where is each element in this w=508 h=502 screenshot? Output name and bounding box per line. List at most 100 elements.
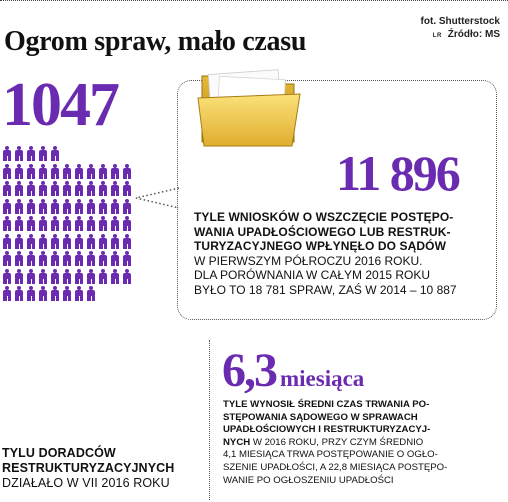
person-icon xyxy=(86,216,96,231)
person-icon xyxy=(86,233,96,249)
person-icon xyxy=(74,216,84,231)
applications-text-line-6: BYŁO TO 18 781 SPRAW, ZAŚ W 2014 – 10 88… xyxy=(194,282,457,297)
person-icon xyxy=(98,268,108,284)
person-icon xyxy=(50,251,60,266)
person-icon xyxy=(50,198,60,214)
person-icon xyxy=(14,216,24,231)
person-icon xyxy=(26,181,36,196)
person-icon xyxy=(26,286,36,301)
duration-text-line-1: TYLE WYNOSIŁ ŚREDNI CZAS TRWANIA PO- xyxy=(223,399,430,410)
person-icon xyxy=(122,163,132,179)
person-icon xyxy=(122,198,132,214)
person-icon xyxy=(110,163,120,179)
person-icon xyxy=(86,268,96,284)
person-icon xyxy=(110,181,120,196)
person-icon xyxy=(38,251,48,266)
duration-headline: 6,3 miesiąca xyxy=(222,346,364,396)
duration-unit: miesiąca xyxy=(280,366,365,391)
person-icon xyxy=(50,286,60,301)
person-icon xyxy=(74,286,84,301)
person-icon xyxy=(38,216,48,231)
duration-text-line-7: WANIE PO OGŁOSZENIU UPADŁOŚCI xyxy=(223,474,394,486)
person-icon xyxy=(14,286,24,301)
source-line: LR Źródło: MS xyxy=(421,28,500,43)
person-icon xyxy=(62,268,72,284)
page-title: Ogrom spraw, mało czasu xyxy=(4,26,307,57)
source-text: Źródło: MS xyxy=(447,29,500,40)
advisors-caption-line-1: TYLU DORADCÓW xyxy=(2,446,116,460)
person-icon xyxy=(26,251,36,266)
person-icon xyxy=(74,268,84,284)
vertical-dotted-divider xyxy=(209,340,210,500)
applications-bubble xyxy=(177,80,497,320)
duration-number: 6,3 xyxy=(222,344,278,397)
person-icon xyxy=(62,216,72,231)
person-icon xyxy=(110,216,120,231)
applications-number: 11 896 xyxy=(336,145,461,201)
person-icon xyxy=(62,181,72,196)
person-icon xyxy=(122,181,132,196)
top-dotted-rule xyxy=(0,0,508,7)
applications-text-line-4: W PIERWSZYM PÓŁROCZU 2016 ROKU. xyxy=(194,253,423,268)
person-icon xyxy=(86,286,96,301)
person-icon xyxy=(2,163,12,179)
person-icon xyxy=(62,198,72,214)
person-icon xyxy=(98,163,108,179)
person-icon xyxy=(74,251,84,266)
person-icon xyxy=(110,251,120,266)
advisors-caption: TYLU DORADCÓW RESTRUKTURYZACYJNYCH DZIAŁ… xyxy=(2,446,174,491)
person-icon xyxy=(26,216,36,231)
person-icon xyxy=(50,233,60,249)
person-icon xyxy=(62,163,72,179)
person-icon xyxy=(74,233,84,249)
person-icon xyxy=(62,233,72,249)
person-icon xyxy=(14,163,24,179)
person-icon xyxy=(38,146,48,161)
person-icon xyxy=(86,181,96,196)
person-icon xyxy=(62,251,72,266)
advisors-caption-line-3: DZIAŁAŁO W VII 2016 ROKU xyxy=(2,476,170,490)
person-icon xyxy=(50,146,60,161)
person-icon xyxy=(14,251,24,266)
person-icon xyxy=(38,268,48,284)
duration-text-line-4-bold: NYCH xyxy=(223,436,251,448)
person-icon xyxy=(2,181,12,196)
person-icon xyxy=(110,268,120,284)
person-icon xyxy=(50,181,60,196)
duration-text-line-2: STĘPOWANIA SĄDOWEGO W SPRAWACH xyxy=(223,411,418,423)
person-icon xyxy=(2,251,12,266)
person-icon xyxy=(38,198,48,214)
person-icon xyxy=(122,233,132,249)
person-icon xyxy=(98,233,108,249)
person-icon xyxy=(26,163,36,179)
person-icon xyxy=(110,198,120,214)
duration-text-line-3: UPADŁOŚCIOWYCH I RESTRUKTURYZACYJ- xyxy=(223,424,431,436)
person-icon xyxy=(86,163,96,179)
person-icon xyxy=(50,163,60,179)
person-icon xyxy=(110,233,120,249)
person-icon xyxy=(98,251,108,266)
person-icon xyxy=(14,181,24,196)
person-icon xyxy=(62,286,72,301)
bubble-tail xyxy=(135,187,180,209)
duration-description: TYLE WYNOSIŁ ŚREDNI CZAS TRWANIA PO- STĘ… xyxy=(223,399,498,487)
person-icon xyxy=(14,268,24,284)
person-icon xyxy=(26,233,36,249)
person-icon xyxy=(2,146,12,161)
person-icon xyxy=(74,163,84,179)
applications-text-line-2: WANIA UPADŁOŚCIOWEGO LUB RESTRUK- xyxy=(194,224,451,239)
person-icon xyxy=(2,216,12,231)
person-icon xyxy=(26,268,36,284)
author-initials: LR xyxy=(432,33,442,39)
person-icon xyxy=(98,216,108,231)
person-icon xyxy=(122,216,132,231)
photo-credit: fot. Shutterstock xyxy=(420,16,500,27)
person-icon xyxy=(2,198,12,214)
person-icon xyxy=(14,198,24,214)
duration-text-line-5: 4,1 MIESIĄCA TRWA POSTĘPOWANIE O OGŁO- xyxy=(223,449,438,461)
person-icon xyxy=(86,251,96,266)
person-icon xyxy=(14,146,24,161)
applications-text-line-3: TURYZACYJNEGO WPŁYNĘŁO DO SĄDÓW xyxy=(194,239,446,253)
person-icon xyxy=(122,268,132,284)
person-icon xyxy=(2,268,12,284)
